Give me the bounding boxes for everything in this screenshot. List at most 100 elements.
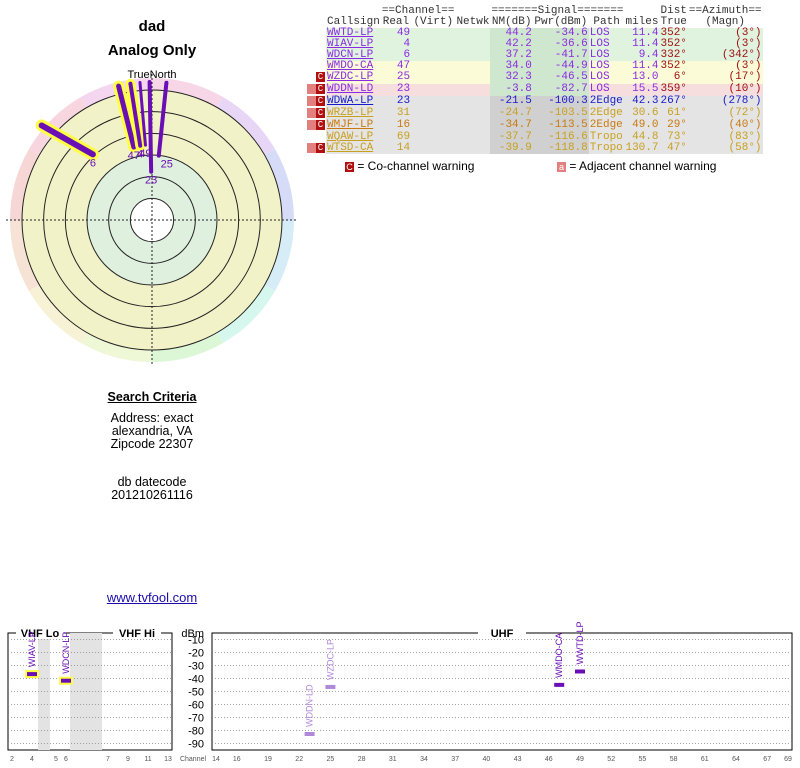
adjacent-channel-warning-icon: a [557, 161, 566, 172]
cell-real: 47 [396, 60, 411, 72]
cell-dist: 42.3 [632, 95, 659, 108]
radar-spoke [138, 81, 147, 147]
station-label: WIAV-LP [27, 631, 37, 667]
criteria-db-label: db datecode [117, 475, 187, 489]
cell-dist: 11.4 [632, 27, 659, 39]
cell-magn: (342°) [721, 49, 762, 61]
cell-magn: (10°) [728, 83, 762, 96]
table-row: WDCN-LP 6 37.2 -41.7 LOS 9.4 332° (342°) [306, 50, 763, 61]
cell-callsign[interactable]: WMJF-LP [327, 119, 374, 132]
spectrum-chart: -10-20-30-40-50-60-70-80-90 dBm VHF Lo VHF … [7, 621, 793, 763]
cell-callsign[interactable]: WZDC-LP [327, 71, 374, 84]
cell-true-az: 352° [660, 60, 687, 72]
cell-netwk [455, 132, 490, 143]
legend-co-text: = Co-channel warning [357, 159, 475, 173]
cell-real: 49 [396, 27, 411, 39]
table-row: WWTD-LP 49 44.2 -34.6 LOS 11.4 352° (3°) [306, 28, 763, 39]
cell-callsign[interactable]: WDCN-LP [327, 49, 374, 61]
criteria-address: Address: exact [110, 411, 194, 425]
warning-cell [306, 39, 326, 50]
co-channel-warning-icon: C [316, 95, 325, 106]
cell-netwk [455, 108, 490, 120]
cell-path: Tropo [589, 141, 623, 154]
cell-dist: 44.8 [632, 130, 659, 143]
cell-virt [411, 28, 455, 39]
co-channel-warning-icon: C [316, 119, 325, 130]
cell-callsign[interactable]: WMDO-CA [327, 60, 374, 72]
cell-virt [411, 72, 455, 84]
uhf-title: UHF [491, 628, 514, 640]
cell-nm: 34.0 [490, 61, 533, 72]
station-marker [61, 678, 71, 683]
x-tick-label: 67 [763, 756, 771, 763]
cell-callsign[interactable]: WTSD-CA [327, 141, 374, 154]
radar-marker-label: 25 [161, 159, 173, 171]
cell-real: 23 [396, 83, 411, 96]
cell-pwr: -103.5 [532, 108, 589, 120]
adjacent-channel-warning-icon [307, 119, 316, 130]
header-group-signal: =======Signal======= [491, 5, 624, 17]
x-tick-label: 58 [670, 756, 678, 763]
cell-path: LOS [589, 49, 610, 61]
cell-callsign[interactable]: WWTD-LP [327, 27, 374, 39]
legend-adjacent-channel: a = Adjacent channel warning [557, 159, 716, 173]
cell-real: 69 [396, 130, 411, 143]
cell-callsign[interactable]: WQAW-LP [327, 130, 374, 143]
legend-co-channel: C = Co-channel warning [345, 159, 474, 173]
x-tick-label: 61 [701, 756, 709, 763]
x-tick-label: 13 [164, 756, 172, 763]
y-tick-label: -30 [188, 661, 204, 673]
cell-callsign[interactable]: WDWA-LP [327, 95, 374, 108]
radar-marker-label: 4 [137, 149, 143, 161]
cell-path: 2Edge [589, 119, 623, 132]
cell-real: 14 [396, 141, 411, 154]
col-netwk: Netwk [456, 16, 490, 28]
band-title-bg [113, 627, 161, 639]
co-channel-warning-icon: C [316, 72, 325, 82]
criteria-db-value: 201210261116 [111, 488, 193, 502]
y-tick-label: -80 [188, 726, 204, 738]
tvfool-link[interactable]: www.tvfool.com [106, 590, 198, 605]
y-tick-label: -20 [188, 648, 204, 660]
warning-cell: C [306, 95, 326, 108]
header-group-channel: ==Channel== [381, 5, 455, 17]
station-label: WZDC-LP [325, 639, 335, 680]
x-tick-label: 4 [30, 756, 34, 763]
cell-magn: (278°) [721, 95, 762, 108]
cell-callsign[interactable]: WRZB-LP [327, 107, 374, 120]
x-tick-label: 16 [233, 756, 241, 763]
co-channel-warning-icon: C [316, 142, 325, 153]
cell-virt [411, 39, 455, 50]
cell-dist: 130.7 [625, 141, 659, 154]
x-tick-label: 40 [483, 756, 491, 763]
cell-netwk [455, 143, 490, 155]
cell-magn: (72°) [728, 107, 762, 120]
col-real: Real [382, 16, 410, 28]
cell-true-az: 332° [660, 49, 687, 61]
station-marker [325, 684, 336, 689]
adjacent-channel-warning-icon [307, 107, 316, 118]
criteria-city: alexandria, VA [111, 424, 193, 438]
cell-netwk [455, 28, 490, 39]
radar-label-true-north: TrueNorth [127, 69, 176, 81]
cell-callsign[interactable]: WDDN-LD [327, 83, 374, 96]
page-subtitle: Analog Only [107, 42, 197, 59]
vhf-lo-title: VHF Lo [21, 628, 60, 640]
cell-magn: (3°) [735, 60, 762, 72]
table-row: C WDWA-LP 23 -21.5 -100.3 2Edge 42.3 267° (278°) [306, 96, 763, 108]
cell-netwk [455, 84, 490, 96]
cell-pwr: -36.6 [532, 39, 589, 50]
cell-callsign[interactable]: WIAV-LP [327, 38, 374, 50]
x-tick-label: 64 [732, 756, 740, 763]
x-tick-label: 37 [451, 756, 459, 763]
warning-cell: C [306, 107, 326, 120]
warning-cell [306, 50, 326, 61]
y-tick-label: -60 [188, 700, 204, 712]
cell-path: 2Edge [589, 107, 623, 120]
station-table: ==Channel== =======Signal======= Dist ==… [306, 5, 763, 155]
cell-netwk [455, 39, 490, 50]
cell-pwr: -44.9 [532, 61, 589, 72]
band-title-bg [16, 627, 64, 639]
x-tick-label: 31 [389, 756, 397, 763]
cell-virt [411, 61, 455, 72]
